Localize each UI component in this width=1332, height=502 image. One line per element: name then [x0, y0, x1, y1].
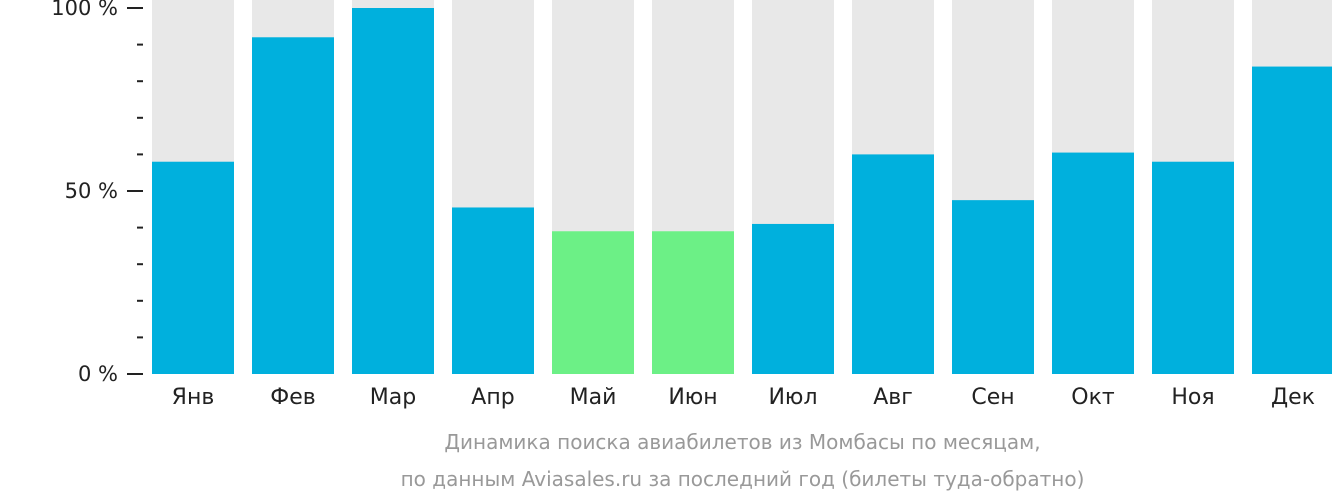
- bar-11: [1152, 161, 1234, 374]
- x-tick-label: Окт: [1071, 385, 1115, 410]
- bar-5: [552, 231, 634, 374]
- x-tick-label: Ноя: [1171, 385, 1214, 410]
- x-tick-label: Май: [570, 385, 617, 410]
- bar-10: [1052, 152, 1134, 374]
- y-tick-label: 50 %: [65, 179, 118, 203]
- bar-4: [452, 207, 534, 374]
- bar-6: [652, 231, 734, 374]
- x-tick-label: Авг: [873, 385, 913, 410]
- x-tick-label: Фев: [270, 385, 315, 410]
- x-tick-label: Дек: [1271, 385, 1315, 410]
- bar-7: [752, 223, 834, 374]
- y-tick-label: 0 %: [78, 362, 118, 386]
- y-tick-label: 100 %: [51, 0, 118, 20]
- x-tick-label: Янв: [172, 385, 215, 410]
- bar-12: [1252, 66, 1332, 374]
- bar-9: [952, 200, 1034, 374]
- x-axis-labels: Янв Фев Мар Апр Май Июн Июл Авг Сен Окт Ноя Дек: [172, 385, 1315, 410]
- x-tick-label: Апр: [471, 385, 514, 410]
- x-tick-label: Июл: [768, 385, 817, 410]
- bars: [152, 0, 1332, 374]
- chart-caption-line-2: по данным Aviasales.ru за последний год …: [400, 467, 1085, 491]
- bar-8: [852, 154, 934, 374]
- y-axis: 0 % 50 % 100 %: [51, 0, 143, 386]
- bar-1: [152, 161, 234, 374]
- x-tick-label: Мар: [370, 385, 416, 410]
- bar-chart: 0 % 50 % 100 % Янв Фев Мар Апр Май Июн Июл Авг Сен…: [51, 0, 1332, 410]
- x-tick-label: Июн: [668, 385, 717, 410]
- x-tick-label: Сен: [971, 385, 1014, 410]
- bar-2: [252, 37, 334, 374]
- bar-3: [352, 8, 434, 374]
- chart-caption-line-1: Динамика поиска авиабилетов из Момбасы п…: [444, 430, 1041, 454]
